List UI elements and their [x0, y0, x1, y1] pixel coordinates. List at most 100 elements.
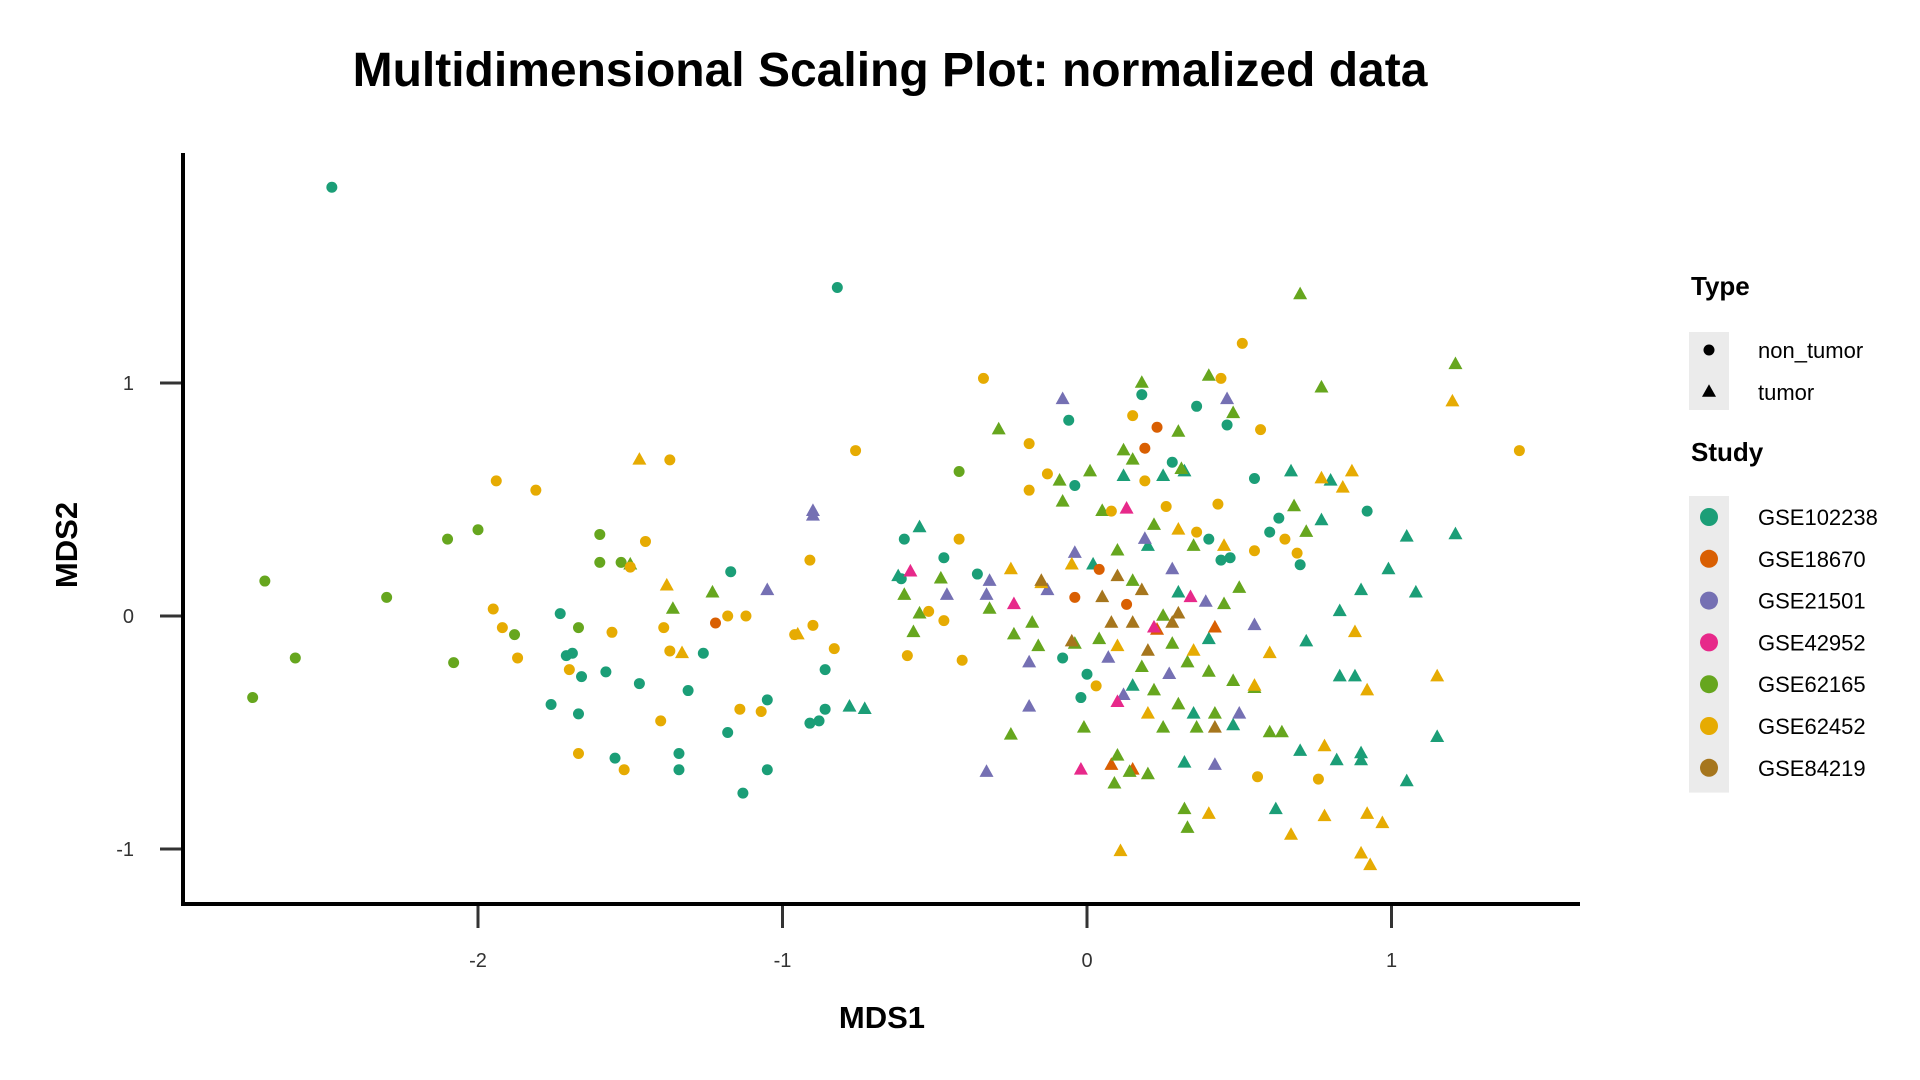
point-non-tumor [755, 706, 767, 718]
point-non-tumor [737, 787, 749, 799]
point-tumor [1314, 379, 1329, 393]
point-non-tumor [697, 647, 709, 659]
point-non-tumor [1361, 505, 1373, 517]
point-non-tumor [1063, 414, 1075, 426]
point-non-tumor [1160, 500, 1172, 512]
point-non-tumor [813, 715, 825, 727]
point-tumor [982, 601, 997, 614]
point-tumor [1314, 512, 1329, 526]
point-tumor [1363, 857, 1378, 871]
point-tumor [1174, 461, 1189, 474]
point-tumor [1006, 626, 1021, 640]
point-non-tumor [545, 699, 557, 711]
point-tumor [1110, 694, 1125, 707]
legend-study-label: GSE42952 [1758, 630, 1866, 655]
point-tumor [1354, 745, 1369, 759]
point-tumor [1003, 561, 1018, 575]
point-non-tumor [1224, 552, 1236, 564]
legend-study-label: GSE18670 [1758, 547, 1866, 572]
point-tumor [1171, 521, 1186, 535]
point-non-tumor [831, 281, 843, 293]
point-tumor [1137, 531, 1152, 544]
point-tumor [1177, 754, 1192, 768]
point-non-tumor [572, 622, 584, 634]
point-tumor [1399, 528, 1414, 542]
point-tumor [1226, 405, 1241, 419]
point-tumor [1207, 720, 1222, 733]
point-non-tumor [1105, 505, 1117, 517]
point-non-tumor [819, 664, 831, 676]
point-tumor [1156, 608, 1171, 621]
point-non-tumor [487, 603, 499, 615]
point-non-tumor [953, 533, 965, 545]
point-tumor [912, 605, 927, 619]
point-tumor [1226, 717, 1241, 731]
point-tumor [1113, 843, 1128, 857]
point-tumor [1067, 545, 1082, 558]
point-tumor [1287, 498, 1302, 512]
point-tumor [1171, 605, 1186, 619]
point-non-tumor [259, 575, 271, 587]
point-non-tumor [381, 591, 393, 603]
point-tumor [1220, 391, 1235, 405]
point-tumor [1332, 668, 1347, 682]
point-tumor [1165, 615, 1180, 628]
point-non-tumor [673, 764, 685, 776]
point-tumor [1201, 631, 1216, 645]
legend-study-label: GSE21501 [1758, 589, 1866, 614]
point-tumor [1146, 517, 1161, 530]
point-non-tumor [953, 466, 965, 478]
point-tumor [1232, 706, 1247, 719]
point-tumor [1180, 820, 1195, 833]
point-non-tumor [971, 568, 983, 580]
axis-ticks: -2 -1 0 1 -1 0 1 [116, 373, 1397, 972]
point-non-tumor [1252, 771, 1264, 783]
point-non-tumor [761, 694, 773, 706]
point-non-tumor [1081, 668, 1093, 680]
point-tumor [1354, 752, 1369, 766]
point-non-tumor [1139, 442, 1151, 454]
point-tumor [1122, 764, 1137, 777]
point-tumor [1198, 594, 1213, 607]
point-tumor [1083, 463, 1098, 477]
point-tumor [1052, 473, 1067, 486]
x-tick-label: -2 [469, 950, 487, 972]
legend-type-key-background [1689, 332, 1729, 410]
point-tumor [1332, 603, 1347, 617]
point-non-tumor [828, 643, 840, 655]
legend-study-title: Study [1691, 437, 1764, 467]
point-non-tumor [448, 657, 460, 669]
x-axis-title: MDS1 [839, 1000, 925, 1035]
point-tumor [1408, 584, 1423, 598]
point-tumor [1171, 424, 1186, 437]
legend-study-key [1700, 717, 1718, 735]
legend-type-title: Type [1691, 271, 1750, 301]
point-tumor [1226, 673, 1241, 687]
y-tick-label: 0 [123, 606, 134, 628]
point-tumor [1360, 806, 1375, 819]
point-non-tumor [572, 708, 584, 720]
point-tumor [1110, 747, 1125, 761]
point-non-tumor [1023, 484, 1035, 496]
legend-type-label: non_tumor [1758, 338, 1863, 363]
point-tumor [675, 645, 690, 659]
x-tick-label: 0 [1081, 950, 1092, 972]
point-tumor [1156, 720, 1171, 733]
point-non-tumor [807, 619, 819, 631]
point-non-tumor [1279, 533, 1291, 545]
point-non-tumor [850, 445, 862, 457]
point-non-tumor [1041, 468, 1053, 480]
point-tumor [1381, 561, 1396, 575]
point-tumor [1076, 720, 1091, 733]
point-tumor [1095, 589, 1110, 603]
point-tumor [1101, 650, 1116, 663]
point-non-tumor [682, 685, 694, 697]
point-non-tumor [804, 554, 816, 566]
point-tumor [1073, 761, 1088, 775]
point-tumor [857, 701, 872, 714]
point-non-tumor [576, 671, 588, 683]
point-tumor [1284, 827, 1299, 840]
point-non-tumor [1090, 680, 1102, 692]
point-non-tumor [1127, 410, 1139, 422]
